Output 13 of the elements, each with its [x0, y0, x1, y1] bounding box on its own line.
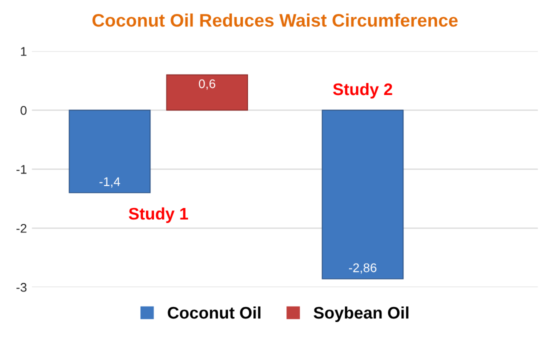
y-tick-label: -3 — [16, 282, 26, 292]
y-tick-label: 0 — [20, 106, 27, 115]
x-tick-label: Study 1 — [128, 207, 188, 223]
chart-title: Coconut Oil Reduces Waist Circumference — [92, 13, 458, 27]
y-tick-label: 1 — [21, 47, 26, 56]
data-label: 0,6 — [198, 79, 216, 90]
y-tick-label: -2 — [16, 224, 26, 233]
y-tick-label: -1 — [16, 165, 26, 174]
legend-label: Coconut Oil — [168, 306, 260, 319]
data-label: -2,86 — [349, 263, 376, 274]
legend-label: Soybean Oil — [314, 306, 408, 322]
x-tick-label: Study 2 — [333, 82, 392, 99]
data-label: -1,4 — [99, 177, 120, 188]
